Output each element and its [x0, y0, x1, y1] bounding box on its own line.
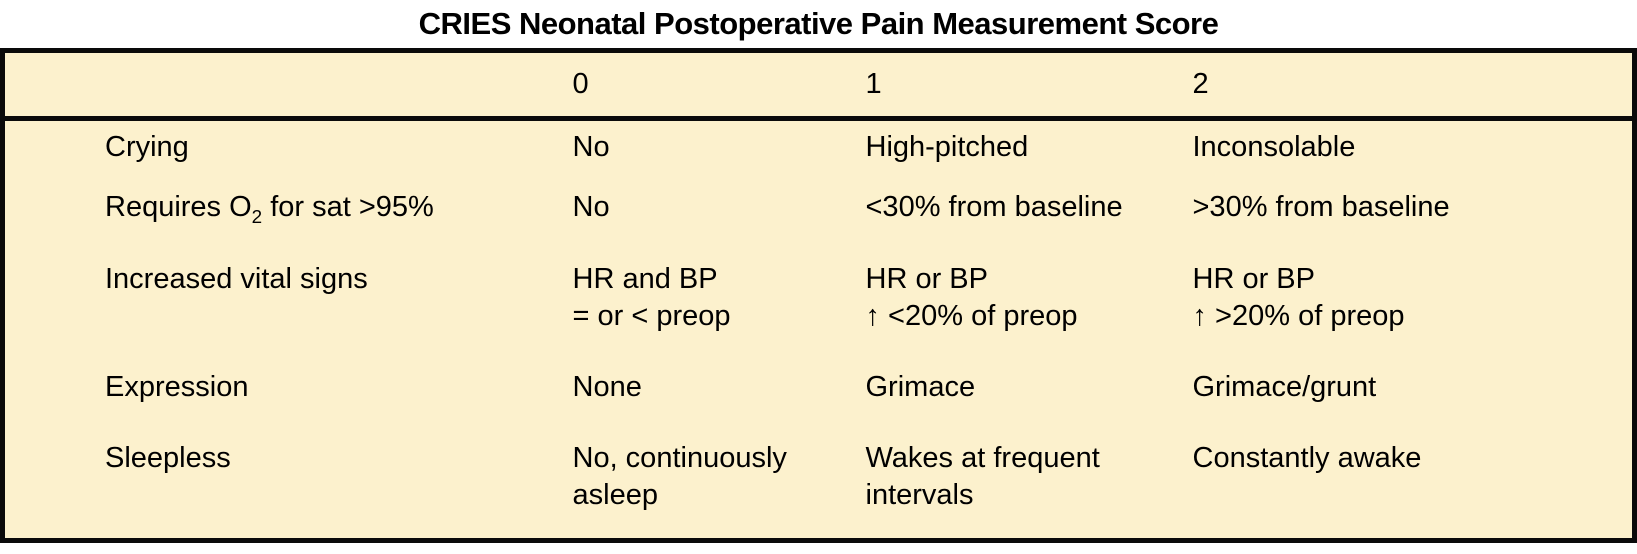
cries-score-table: 0 1 2 Crying No High-pitched Inconsolabl… — [0, 48, 1637, 543]
subscript-2: 2 — [251, 205, 263, 227]
score-2-cell: Grimace/grunt — [1192, 370, 1377, 403]
corner-header-cell — [2, 50, 573, 121]
score-1-cell: High-pitched — [865, 131, 1029, 163]
row-label: Increased vital signs — [105, 262, 368, 295]
table-row-oxygen: Requires O2 for sat >95% No <30% from ba… — [3, 178, 1635, 253]
score-1-cell: Grimace — [865, 370, 976, 403]
score-2-cell: Constantly awake — [1192, 441, 1422, 474]
page-title: CRIES Neonatal Postoperative Pain Measur… — [418, 6, 1219, 41]
row-label: Expression — [105, 370, 249, 403]
score-0-cell: HR and BP = or < preop — [572, 262, 731, 332]
row-label: Sleepless — [105, 441, 231, 474]
score-0-cell: No, continuously asleep — [572, 441, 787, 511]
score-2-cell: >30% from baseline — [1192, 190, 1450, 223]
row-label-text: for sat >95% — [262, 190, 434, 223]
score-header-0: 0 — [572, 50, 866, 121]
score-1-cell: Wakes at frequent intervals — [865, 441, 1100, 511]
row-label: Crying — [105, 131, 189, 163]
row-label-text: Requires O — [105, 190, 252, 223]
score-1-cell: HR or BP ↑ <20% of preop — [865, 262, 1078, 332]
score-0-cell: None — [572, 370, 642, 403]
table-row-sleepless: Sleepless No, continuously asleep Wakes … — [3, 428, 1635, 541]
score-2-cell: HR or BP ↑ >20% of preop — [1192, 262, 1405, 332]
score-0-cell: No — [572, 131, 610, 163]
table-row-crying: Crying No High-pitched Inconsolable — [3, 119, 1635, 178]
score-0-cell: No — [572, 190, 610, 223]
row-label: Requires O2 for sat >95% — [3, 178, 573, 253]
score-header-1: 1 — [865, 50, 1193, 121]
table-row-vital-signs: Increased vital signs HR and BP = or < p… — [3, 253, 1635, 353]
table-header-row: 0 1 2 — [2, 50, 1635, 121]
score-1-cell: <30% from baseline — [865, 190, 1123, 223]
table-row-expression: Expression None Grimace Grimace/grunt — [3, 353, 1635, 428]
score-2-cell: Inconsolable — [1192, 131, 1356, 163]
score-header-2: 2 — [1192, 50, 1635, 121]
